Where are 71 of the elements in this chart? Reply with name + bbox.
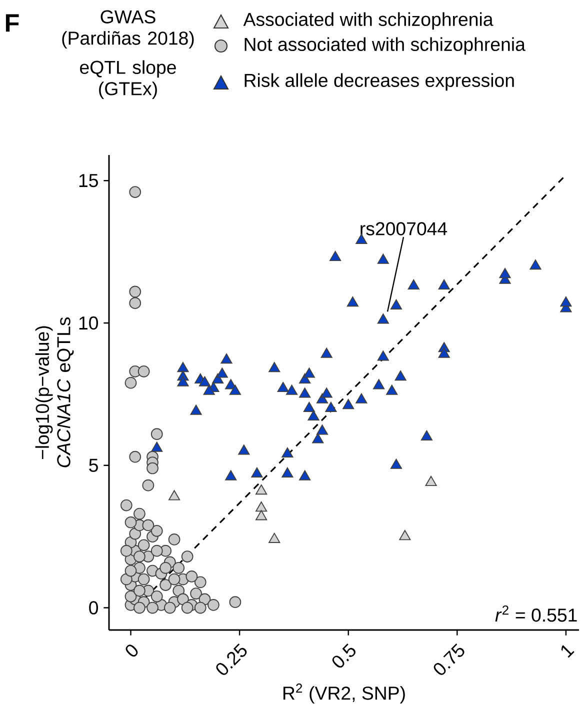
x-tick-label: 0.75 bbox=[434, 644, 464, 675]
point bbox=[177, 362, 189, 372]
point bbox=[268, 532, 280, 543]
point bbox=[286, 384, 298, 395]
point bbox=[308, 410, 320, 421]
text: eQTL slope (GTEx) bbox=[80, 60, 176, 99]
point bbox=[399, 530, 411, 540]
point bbox=[312, 433, 324, 444]
x-tick-label: 0.5 bbox=[332, 644, 356, 668]
point bbox=[277, 382, 289, 392]
point bbox=[408, 279, 420, 290]
x-tick-label: 1 bbox=[561, 645, 574, 658]
point bbox=[316, 424, 328, 435]
point bbox=[229, 384, 241, 395]
y-tick-label: 15 bbox=[79, 174, 98, 188]
point bbox=[299, 470, 311, 480]
point bbox=[377, 254, 389, 264]
point bbox=[198, 376, 211, 386]
x-tick-label: 0.25 bbox=[216, 644, 247, 675]
point bbox=[282, 447, 294, 458]
point bbox=[268, 362, 280, 372]
point bbox=[251, 467, 263, 478]
legend-label: Associated with schizophrenia bbox=[243, 12, 494, 30]
point bbox=[390, 458, 402, 469]
y-tick-label: 10 bbox=[79, 316, 98, 330]
point bbox=[530, 259, 542, 270]
point bbox=[377, 314, 389, 324]
point bbox=[168, 490, 180, 500]
point bbox=[299, 388, 311, 398]
point bbox=[303, 402, 315, 412]
x-tick-label: 0 bbox=[126, 644, 138, 657]
point bbox=[320, 348, 332, 358]
point bbox=[256, 502, 268, 512]
point bbox=[346, 296, 358, 307]
point bbox=[256, 510, 268, 520]
text: F bbox=[6, 14, 19, 32]
point bbox=[373, 379, 385, 390]
point bbox=[177, 376, 189, 386]
point bbox=[256, 484, 268, 495]
annotation: rs2007044 bbox=[360, 222, 448, 236]
point bbox=[325, 402, 337, 412]
point bbox=[225, 470, 237, 480]
point bbox=[216, 368, 228, 378]
point bbox=[394, 370, 406, 381]
point bbox=[438, 348, 450, 358]
x-axis-title: R$^{2}$ (VR2, SNP) bbox=[283, 684, 405, 704]
point bbox=[386, 384, 398, 395]
point bbox=[220, 353, 232, 364]
annotation: r$^{2}$ = 0.551 bbox=[495, 605, 577, 622]
point bbox=[203, 384, 215, 395]
legend-label: Risk allele decreases expression bbox=[244, 73, 514, 91]
point bbox=[560, 296, 572, 307]
point bbox=[190, 404, 202, 415]
point bbox=[238, 444, 250, 455]
legend-title: GWAS (Pardiñas 2018) bbox=[62, 10, 194, 48]
point bbox=[342, 398, 354, 410]
point bbox=[499, 268, 511, 278]
y-tick-label: 0 bbox=[89, 601, 98, 614]
y-tick-label: 5 bbox=[89, 458, 98, 472]
point bbox=[425, 476, 437, 486]
point bbox=[438, 279, 450, 290]
point bbox=[303, 368, 315, 378]
point bbox=[330, 250, 342, 262]
point bbox=[420, 430, 432, 440]
point bbox=[282, 467, 294, 478]
point bbox=[151, 442, 163, 452]
legend-label: Not associated with schizophrenia bbox=[244, 37, 526, 55]
point bbox=[377, 350, 389, 361]
point bbox=[356, 393, 368, 404]
point bbox=[390, 299, 402, 310]
point bbox=[320, 388, 332, 398]
